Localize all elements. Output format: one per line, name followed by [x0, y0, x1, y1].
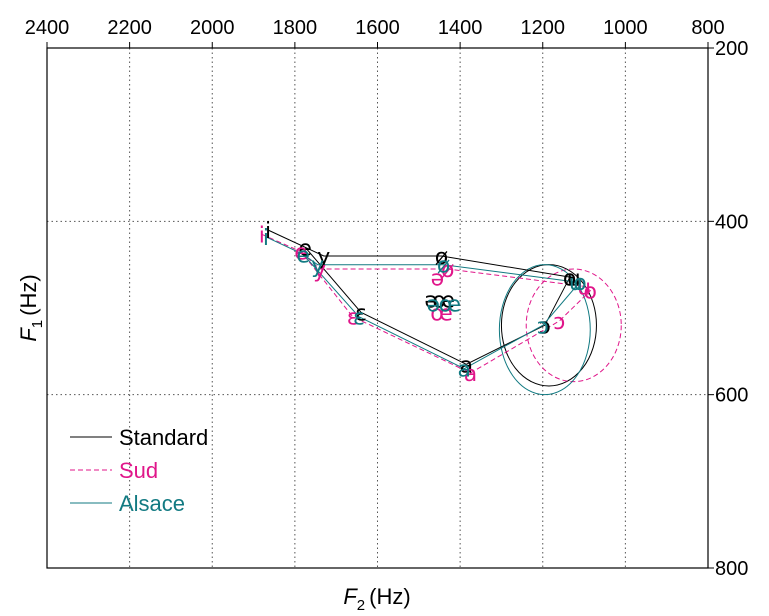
sud-vowel-a: a	[464, 362, 477, 387]
x-tick-label: 1000	[603, 17, 648, 39]
alsace-vowel-ø: ø	[437, 254, 450, 279]
sud-vowel-œ: œ	[430, 301, 453, 326]
x-tick-label: 2400	[25, 17, 70, 39]
alsace-vowel-o: o	[573, 271, 586, 296]
sud-vowel-y: y	[313, 258, 326, 283]
sud-vowel-u: u	[577, 275, 591, 300]
standard-vowel-e: e	[298, 236, 312, 261]
alsace-vowel-ɔ: ɔ	[537, 314, 549, 339]
standard-vowel-o: o	[563, 267, 576, 292]
x-tick-label: 1200	[521, 17, 566, 39]
x-tick-label: 2000	[190, 17, 235, 39]
standard-polygon	[267, 229, 574, 365]
x-tick-label: 1400	[438, 17, 483, 39]
alsace-ellipse	[498, 264, 591, 396]
sud-vowel-ə: ə	[431, 267, 445, 292]
standard-vowel-a: a	[460, 353, 473, 378]
y-axis-label: F1(Hz)	[16, 274, 46, 341]
y-tick-label: 200	[715, 38, 748, 60]
standard-legend-label: Standard	[119, 425, 208, 450]
x-tick-label: 1800	[273, 17, 318, 39]
standard-vowel-ə: ə	[424, 288, 438, 313]
axis-ticks: 2400 2200 2000 1800 1600 1400 1200 1000 80020040…	[25, 17, 749, 580]
alsace-vowel-e: e	[296, 243, 310, 268]
sud-vowel-ɛ: ɛ	[347, 306, 359, 331]
standard-vowel-u: u	[567, 267, 581, 292]
alsace-vowel-y: y	[311, 254, 324, 279]
sud-vowel-o: o	[584, 280, 597, 305]
sud-vowel-ɔ: ɔ	[553, 310, 565, 335]
alsace-legend-label: Alsace	[119, 491, 185, 516]
alsace-polygon	[265, 236, 581, 370]
grid-lines	[47, 48, 708, 568]
sud-vowel-e: e	[294, 241, 308, 266]
standard-vowel-y: y	[317, 245, 330, 270]
alsace-vowel-a: a	[458, 358, 471, 383]
x-axis-label: F2 (Hz)	[343, 584, 410, 614]
y-tick-label: 400	[715, 211, 748, 233]
standard-vowel-ø: ø	[435, 245, 448, 270]
alsace-vowel-ə: ə	[426, 293, 440, 318]
alsace-vowel-u: u	[569, 271, 583, 296]
standard-vowel-œ: œ	[432, 288, 455, 313]
sud-legend-label: Sud	[119, 458, 158, 483]
sud-vowel-i: i	[259, 223, 265, 248]
x-tick-label: 800	[691, 17, 724, 39]
standard-vowel-ɔ: ɔ	[539, 314, 551, 339]
standard-vowel-ɛ: ɛ	[355, 301, 367, 326]
ellipses	[498, 264, 622, 396]
y-tick-label: 600	[715, 385, 748, 407]
x-tick-label: 1600	[355, 17, 400, 39]
sud-ellipse	[525, 268, 622, 383]
alsace-vowel-i: i	[263, 226, 269, 251]
sud-vowel-ø: ø	[441, 258, 454, 283]
x-tick-label: 2200	[107, 17, 152, 39]
standard-vowel-i: i	[265, 219, 271, 244]
alsace-vowel-ɛ: ɛ	[353, 306, 365, 331]
alsace-vowel-œ: œ	[439, 293, 462, 318]
sud-polygon	[261, 233, 592, 374]
legend: Standard Sud Alsace	[70, 425, 208, 516]
vowel-polygons	[261, 229, 592, 374]
y-tick-label: 800	[715, 558, 748, 580]
